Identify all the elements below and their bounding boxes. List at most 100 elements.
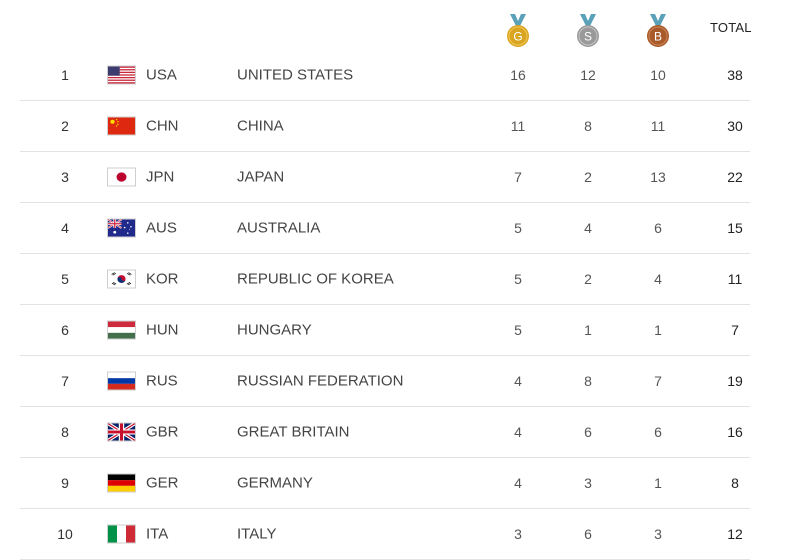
gold-count: 4 (514, 373, 522, 389)
country-code[interactable]: KOR (146, 270, 179, 288)
bronze-count: 6 (654, 220, 662, 236)
rank-cell: 7 (61, 373, 69, 389)
country-name[interactable]: GREAT BRITAIN (237, 423, 350, 441)
medal-table: G S B TOTAL 1 USA UNITED STATES 16 12 10 38 2 CH… (20, 0, 752, 560)
table-row[interactable]: 1 USA UNITED STATES 16 12 10 38 (20, 50, 750, 101)
rank-cell: 1 (61, 67, 69, 83)
country-code[interactable]: RUS (146, 372, 178, 390)
silver-count: 8 (584, 373, 592, 389)
total-count: 30 (727, 118, 743, 134)
country-code[interactable]: CHN (146, 117, 179, 135)
table-row[interactable]: 6 HUN HUNGARY 5 1 1 7 (20, 305, 750, 356)
country-code[interactable]: JPN (146, 168, 175, 186)
total-count: 22 (727, 169, 743, 185)
gold-letter: G (513, 30, 522, 44)
table-row[interactable]: 2 CHN CHINA 11 8 11 30 (20, 101, 750, 152)
total-count: 7 (731, 322, 739, 338)
japan-flag-icon (107, 167, 136, 187)
silver-letter: S (584, 30, 592, 44)
silver-count: 1 (584, 322, 592, 338)
country-name[interactable]: AUSTRALIA (237, 219, 321, 237)
rank-cell: 6 (61, 322, 69, 338)
country-name[interactable]: JAPAN (237, 168, 285, 186)
medal-table-header: G S B TOTAL (20, 0, 752, 50)
country-name[interactable]: ITALY (237, 525, 277, 543)
silver-count: 8 (584, 118, 592, 134)
country-code[interactable]: GER (146, 474, 179, 492)
gold-count: 5 (514, 322, 522, 338)
korea-flag-icon (107, 269, 136, 289)
gold-count: 11 (510, 118, 526, 134)
total-count: 12 (727, 526, 743, 542)
hungary-flag-icon (107, 320, 136, 340)
silver-count: 3 (584, 475, 592, 491)
russia-flag-icon (107, 371, 136, 391)
silver-medal-icon: S (575, 14, 601, 48)
usa-flag-icon (107, 65, 136, 85)
silver-count: 2 (584, 271, 592, 287)
total-header: TOTAL (710, 20, 752, 35)
table-row[interactable]: 8 GBR GREAT BRITAIN 4 6 6 16 (20, 407, 750, 458)
total-count: 16 (727, 424, 743, 440)
bronze-count: 1 (654, 322, 662, 338)
australia-flag-icon (107, 218, 136, 238)
total-count: 19 (727, 373, 743, 389)
country-code[interactable]: GBR (146, 423, 179, 441)
china-flag-icon (107, 116, 136, 136)
total-count: 38 (727, 67, 743, 83)
gold-count: 3 (514, 526, 522, 542)
bronze-count: 7 (654, 373, 662, 389)
table-row[interactable]: 7 RUS RUSSIAN FEDERATION 4 8 7 19 (20, 356, 750, 407)
rank-cell: 9 (61, 475, 69, 491)
bronze-count: 11 (650, 118, 666, 134)
total-count: 11 (727, 271, 743, 287)
rank-cell: 2 (61, 118, 69, 134)
rank-cell: 5 (61, 271, 69, 287)
table-row[interactable]: 3 JPN JAPAN 7 2 13 22 (20, 152, 750, 203)
rank-cell: 4 (61, 220, 69, 236)
bronze-letter: B (654, 30, 662, 44)
silver-count: 6 (584, 526, 592, 542)
silver-count: 6 (584, 424, 592, 440)
gold-count: 7 (514, 169, 522, 185)
gold-count: 16 (510, 67, 526, 83)
gold-count: 4 (514, 424, 522, 440)
bronze-count: 1 (654, 475, 662, 491)
medal-rows: 1 USA UNITED STATES 16 12 10 38 2 CHN CHINA 11 8 11 3… (20, 50, 750, 560)
silver-count: 12 (580, 67, 596, 83)
table-row[interactable]: 5 KOR REPUBLIC OF KOREA 5 2 4 11 (20, 254, 750, 305)
italy-flag-icon (107, 524, 136, 544)
country-name[interactable]: RUSSIAN FEDERATION (237, 372, 404, 390)
gold-medal-icon: G (505, 14, 531, 48)
country-name[interactable]: CHINA (237, 117, 284, 135)
rank-cell: 10 (57, 526, 73, 542)
silver-count: 2 (584, 169, 592, 185)
gold-count: 5 (514, 220, 522, 236)
rank-cell: 8 (61, 424, 69, 440)
total-count: 15 (727, 220, 743, 236)
table-row[interactable]: 9 GER GERMANY 4 3 1 8 (20, 458, 750, 509)
great-britain-flag-icon (107, 422, 136, 442)
bronze-count: 4 (654, 271, 662, 287)
country-name[interactable]: GERMANY (237, 474, 313, 492)
country-name[interactable]: HUNGARY (237, 321, 312, 339)
bronze-count: 13 (650, 169, 666, 185)
bronze-medal-icon: B (645, 14, 671, 48)
bronze-count: 6 (654, 424, 662, 440)
country-code[interactable]: ITA (146, 525, 169, 543)
rank-cell: 3 (61, 169, 69, 185)
country-code[interactable]: HUN (146, 321, 179, 339)
country-name[interactable]: UNITED STATES (237, 66, 354, 84)
country-code[interactable]: USA (146, 66, 177, 84)
gold-count: 5 (514, 271, 522, 287)
total-count: 8 (731, 475, 739, 491)
bronze-count: 3 (654, 526, 662, 542)
bronze-count: 10 (650, 67, 666, 83)
gold-count: 4 (514, 475, 522, 491)
table-row[interactable]: 4 AUS AUSTRALIA 5 4 6 15 (20, 203, 750, 254)
germany-flag-icon (107, 473, 136, 493)
country-code[interactable]: AUS (146, 219, 177, 237)
silver-count: 4 (584, 220, 592, 236)
country-name[interactable]: REPUBLIC OF KOREA (237, 270, 394, 288)
table-row[interactable]: 10 ITA ITALY 3 6 3 12 (20, 509, 750, 560)
